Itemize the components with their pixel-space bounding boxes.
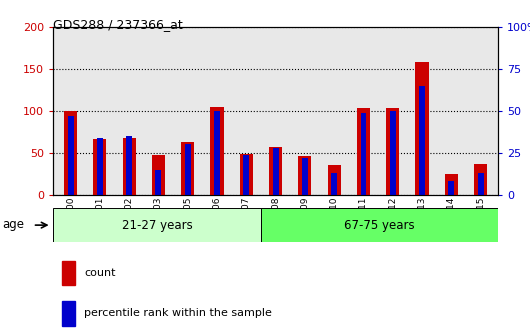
Text: age: age bbox=[3, 218, 25, 230]
Bar bbox=[360, 113, 366, 195]
Bar bbox=[64, 111, 77, 195]
Text: percentile rank within the sample: percentile rank within the sample bbox=[84, 308, 272, 318]
Bar bbox=[93, 138, 107, 195]
Bar bbox=[298, 156, 312, 195]
Bar bbox=[243, 155, 249, 195]
Bar bbox=[68, 116, 74, 195]
Bar bbox=[214, 111, 220, 195]
Bar bbox=[445, 174, 458, 195]
Bar bbox=[53, 208, 261, 242]
Bar bbox=[126, 136, 132, 195]
Bar bbox=[357, 109, 370, 195]
Bar bbox=[269, 147, 282, 195]
Bar bbox=[152, 155, 165, 195]
Bar bbox=[97, 138, 103, 195]
Bar bbox=[272, 148, 279, 195]
Text: 67-75 years: 67-75 years bbox=[344, 219, 415, 232]
Bar bbox=[474, 164, 487, 195]
Bar bbox=[210, 107, 224, 195]
Bar bbox=[181, 142, 195, 195]
Bar bbox=[478, 173, 483, 195]
Bar bbox=[62, 301, 75, 326]
Bar bbox=[62, 261, 75, 285]
Bar bbox=[328, 165, 341, 195]
Bar bbox=[122, 138, 136, 195]
Text: GDS288 / 237366_at: GDS288 / 237366_at bbox=[53, 18, 183, 32]
Bar bbox=[331, 173, 337, 195]
Bar bbox=[155, 170, 162, 195]
Bar bbox=[386, 109, 399, 195]
Bar bbox=[261, 208, 498, 242]
Bar bbox=[390, 111, 396, 195]
Bar bbox=[448, 181, 454, 195]
Bar bbox=[302, 158, 308, 195]
Bar bbox=[185, 144, 191, 195]
Text: count: count bbox=[84, 268, 116, 278]
Bar bbox=[240, 154, 253, 195]
Text: 21-27 years: 21-27 years bbox=[121, 219, 192, 232]
Bar bbox=[419, 86, 425, 195]
Bar bbox=[416, 62, 429, 195]
